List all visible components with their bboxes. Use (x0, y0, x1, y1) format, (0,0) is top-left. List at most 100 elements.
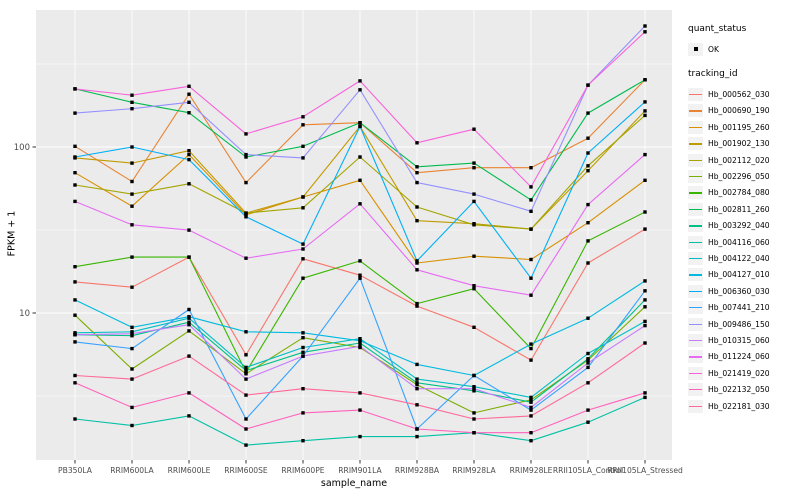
legend-item: Hb_002784_080 (688, 185, 798, 201)
legend-key-swatch (688, 186, 703, 200)
data-point (586, 351, 590, 356)
data-point (301, 247, 305, 251)
series-line-icon (689, 339, 702, 342)
data-point (130, 334, 134, 338)
data-point (529, 400, 533, 404)
data-point (415, 261, 419, 265)
data-point (130, 377, 134, 381)
legend-key-swatch (688, 88, 703, 102)
series-line-icon (689, 290, 702, 293)
x-tick-label: RRIM600PE (281, 466, 324, 475)
legend-item: Hb_002811_260 (688, 201, 798, 217)
data-point (415, 427, 419, 431)
legend-item-label: Hb_010315_060 (708, 335, 770, 345)
data-point (244, 427, 248, 431)
data-point (187, 307, 191, 312)
data-point (73, 340, 77, 344)
legend-item: Hb_010315_060 (688, 332, 798, 348)
data-point (529, 257, 533, 262)
data-point (415, 377, 419, 381)
data-point (643, 298, 647, 302)
legend-item-label: Hb_011224_060 (708, 352, 770, 362)
series-line-icon (689, 110, 702, 112)
legend-key-swatch (688, 399, 703, 413)
data-point (73, 333, 77, 337)
series-line-icon (689, 389, 702, 391)
data-point (643, 24, 647, 28)
data-point (244, 155, 248, 159)
data-point (244, 152, 248, 157)
data-point (472, 223, 476, 227)
legend-item-quant-ok: OK (688, 41, 798, 57)
data-point (358, 124, 362, 129)
data-point (187, 100, 191, 104)
data-point (187, 152, 191, 157)
legend-title-quant-status: quant_status (688, 24, 747, 34)
data-point (358, 276, 362, 280)
data-point (187, 320, 191, 324)
data-point (586, 239, 590, 243)
series-line-icon (689, 159, 702, 161)
legend-item: Hb_004116_060 (688, 234, 798, 250)
data-point (529, 358, 533, 362)
data-point (415, 219, 419, 223)
legend-item-label: Hb_001195_260 (708, 122, 770, 132)
data-point (130, 285, 134, 289)
data-point (529, 414, 533, 418)
data-point (187, 111, 191, 115)
data-point (643, 341, 647, 345)
data-point (415, 141, 419, 145)
data-point (472, 192, 476, 196)
x-tick-labels: PB350LA RRIM600LA RRIM600LE RRIM600SE RRIM60… (58, 466, 683, 475)
data-point (529, 293, 533, 297)
data-point (586, 365, 590, 370)
data-point (301, 387, 305, 391)
data-point (472, 254, 476, 258)
data-point (643, 227, 647, 231)
data-point (187, 255, 191, 259)
data-point (586, 261, 590, 265)
data-point (415, 304, 419, 308)
data-point (358, 344, 362, 348)
legend-item: Hb_003292_040 (688, 218, 798, 234)
data-point (643, 323, 647, 328)
data-point (472, 417, 476, 421)
legend-item: Hb_004127_010 (688, 267, 798, 283)
data-point (586, 111, 590, 115)
data-point (643, 109, 647, 113)
legend-item-label: Hb_004116_060 (708, 237, 770, 247)
data-point (358, 339, 362, 343)
legend-item-label: Hb_002296_050 (708, 172, 770, 182)
data-point (472, 166, 476, 170)
data-point (73, 417, 77, 421)
data-point (130, 367, 134, 371)
data-point (73, 373, 77, 378)
data-point (415, 180, 419, 185)
x-tick-label: RRIM928BA (395, 466, 440, 475)
data-point (244, 365, 248, 370)
data-point (643, 305, 647, 309)
legend-key-swatch (688, 284, 703, 298)
data-point (301, 439, 305, 443)
series-line-icon (689, 225, 702, 227)
data-point (73, 111, 77, 115)
data-point (529, 166, 533, 170)
data-point (586, 151, 590, 155)
data-point (643, 113, 647, 118)
data-point (301, 276, 305, 280)
data-point (187, 391, 191, 395)
legend-item: Hb_021419_020 (688, 365, 798, 381)
data-point (244, 393, 248, 397)
data-point (244, 443, 248, 447)
legend-key-swatch (688, 251, 703, 265)
legend-item-label: Hb_003292_040 (708, 221, 770, 231)
data-point (415, 362, 419, 367)
data-point (73, 280, 77, 284)
data-point (358, 155, 362, 159)
data-point (244, 256, 248, 260)
series-line-icon (689, 274, 702, 276)
series-line-icon (689, 192, 702, 194)
legend-key-swatch (688, 153, 703, 167)
legend-item: Hb_009486_150 (688, 316, 798, 332)
series-line-icon (689, 126, 702, 129)
